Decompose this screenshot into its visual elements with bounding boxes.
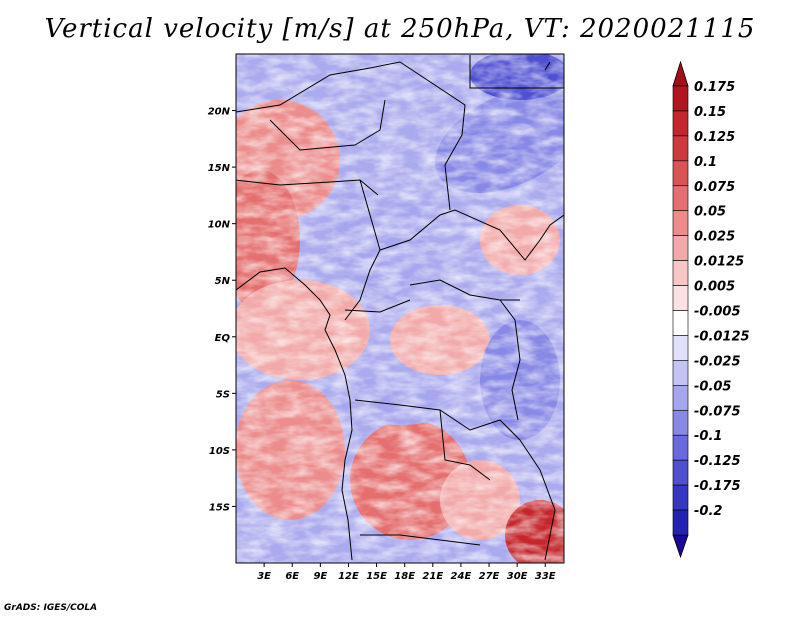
colorbar: 0.175 0.15 0.125 0.1 0.075 0.05 0.025 0.0125 0.0… bbox=[672, 60, 750, 559]
colorbar-label: 0.025 bbox=[694, 230, 735, 245]
longitude-axis: 3E 6E 9E 12E 15E 18E 21E 24E 27E 30E 33E bbox=[257, 563, 556, 582]
colorbar-swatch bbox=[672, 335, 689, 361]
colorbar-swatch bbox=[672, 210, 689, 236]
lon-tick-label: 18E bbox=[394, 571, 415, 582]
colorbar-label: -0.0125 bbox=[694, 329, 750, 344]
lat-tick-label: 5N bbox=[215, 276, 231, 287]
lon-tick-label: 3E bbox=[257, 571, 271, 582]
colorbar-swatch bbox=[672, 260, 689, 286]
colorbar-label: 0.125 bbox=[694, 130, 735, 145]
lat-tick-label: EQ bbox=[215, 333, 231, 344]
colorbar-swatch bbox=[672, 360, 689, 386]
colorbar-label: -0.1 bbox=[694, 429, 722, 444]
lon-tick-label: 27E bbox=[479, 571, 500, 582]
chart-title: Vertical velocity [m/s] at 250hPa, VT: 2… bbox=[44, 14, 756, 44]
colorbar-label: 0.1 bbox=[694, 155, 717, 170]
colorbar-swatch bbox=[672, 459, 689, 486]
lat-tick-label: 15S bbox=[209, 502, 230, 513]
latitude-axis: 20N 15N 10N 5N EQ 5S 10S 15S bbox=[208, 107, 236, 513]
lon-tick-label: 24E bbox=[451, 571, 472, 582]
lat-tick-label: 10S bbox=[209, 446, 230, 457]
colorbar-swatch bbox=[672, 409, 689, 436]
colorbar-swatch bbox=[672, 484, 689, 511]
lat-tick-label: 10N bbox=[208, 220, 231, 231]
colorbar-swatch bbox=[672, 310, 689, 336]
lon-tick-label: 6E bbox=[285, 571, 299, 582]
colorbar-swatch bbox=[672, 110, 689, 137]
credit-text: GrADS: IGES/COLA bbox=[4, 603, 98, 613]
colorbar-label: 0.005 bbox=[694, 280, 735, 295]
map-frame bbox=[235, 53, 565, 564]
colorbar-swatch bbox=[672, 385, 689, 411]
colorbar-bottom-arrow bbox=[672, 534, 689, 559]
colorbar-label: -0.2 bbox=[694, 504, 722, 519]
colorbar-label: -0.025 bbox=[694, 354, 741, 369]
colorbar-label: -0.075 bbox=[694, 404, 741, 419]
field-area bbox=[236, 54, 564, 563]
colorbar-label: 0.075 bbox=[694, 180, 735, 195]
colorbar-label: -0.005 bbox=[694, 305, 741, 320]
colorbar-label: 0.175 bbox=[694, 80, 735, 95]
lat-tick-label: 5S bbox=[216, 389, 230, 400]
colorbar-label: 0.05 bbox=[694, 205, 726, 220]
colorbar-swatch bbox=[672, 434, 689, 461]
lon-tick-label: 12E bbox=[338, 571, 359, 582]
colorbar-swatch bbox=[672, 235, 689, 261]
lon-tick-label: 30E bbox=[507, 571, 528, 582]
colorbar-label: 0.0125 bbox=[694, 255, 744, 270]
lat-tick-label: 15N bbox=[208, 163, 231, 174]
colorbar-swatch bbox=[672, 185, 689, 212]
lon-tick-label: 21E bbox=[422, 571, 443, 582]
colorbar-label: -0.125 bbox=[694, 454, 741, 469]
colorbar-swatch bbox=[672, 160, 689, 187]
colorbar-swatch bbox=[672, 85, 689, 112]
lon-tick-label: 33E bbox=[535, 571, 556, 582]
colorbar-label: 0.15 bbox=[694, 105, 726, 120]
lon-tick-label: 15E bbox=[366, 571, 387, 582]
lat-tick-label: 20N bbox=[208, 107, 231, 118]
colorbar-swatch bbox=[672, 135, 689, 162]
colorbar-label: -0.175 bbox=[694, 479, 741, 494]
colorbar-swatch bbox=[672, 285, 689, 311]
colorbar-label: -0.05 bbox=[694, 379, 731, 394]
colorbar-top-arrow bbox=[672, 60, 689, 87]
lon-tick-label: 9E bbox=[313, 571, 327, 582]
country-borders bbox=[236, 55, 564, 561]
colorbar-swatch bbox=[672, 509, 689, 536]
